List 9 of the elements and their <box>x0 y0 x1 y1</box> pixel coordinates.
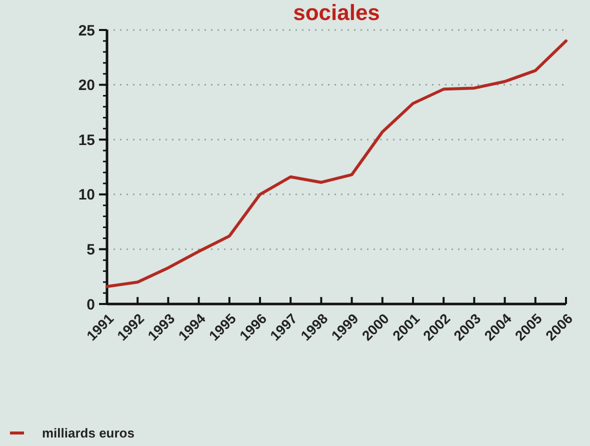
y-tick-label: 5 <box>86 241 95 258</box>
y-tick-label: 25 <box>78 22 95 40</box>
y-tick-label: 0 <box>86 296 95 314</box>
y-tick-label: 10 <box>78 186 95 204</box>
y-tick-label: 15 <box>78 132 95 149</box>
chart-title: sociales <box>293 0 380 25</box>
legend-label: milliards euros <box>42 426 134 441</box>
y-tick-label: 20 <box>78 77 95 94</box>
line-series <box>106 39 568 288</box>
